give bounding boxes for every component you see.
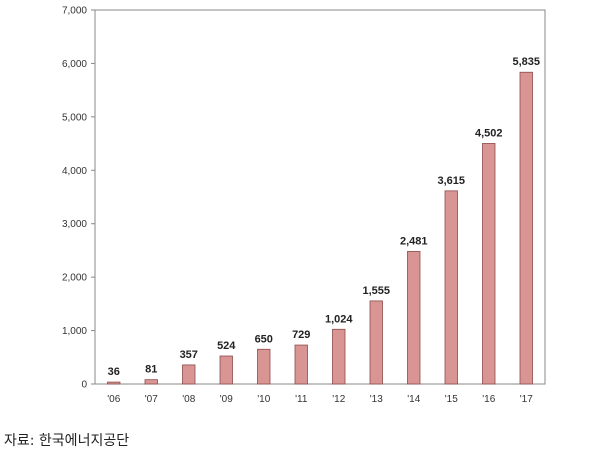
x-tick-label: '11 bbox=[295, 394, 308, 405]
bar bbox=[444, 190, 458, 385]
bar bbox=[107, 381, 121, 385]
x-tick-label: '10 bbox=[257, 394, 270, 405]
data-label: 650 bbox=[255, 333, 273, 345]
data-label: 1,555 bbox=[362, 285, 390, 297]
data-label: 729 bbox=[292, 329, 310, 341]
x-tick-label: '16 bbox=[482, 394, 495, 405]
data-label: 357 bbox=[180, 349, 198, 361]
bar bbox=[294, 344, 308, 385]
bar bbox=[369, 300, 383, 385]
x-tick-label: '07 bbox=[145, 394, 158, 405]
bar bbox=[219, 355, 233, 385]
bar bbox=[182, 364, 196, 385]
source-note: 자료: 한국에너지공단 bbox=[4, 433, 130, 449]
x-tick-label: '14 bbox=[407, 394, 420, 405]
y-axis: 0 1,000 2,000 3,000 4,000 5,000 6,000 7,000 bbox=[62, 6, 95, 391]
data-label: 1,024 bbox=[325, 313, 353, 325]
y-tick-label: 3,000 bbox=[62, 219, 87, 230]
bar bbox=[482, 143, 496, 385]
data-label: 524 bbox=[217, 340, 236, 352]
x-tick-label: '15 bbox=[445, 394, 458, 405]
data-label: 2,481 bbox=[400, 235, 428, 247]
y-tick-label: 0 bbox=[81, 380, 87, 391]
x-tick-label: '13 bbox=[370, 394, 383, 405]
bar bbox=[144, 379, 158, 385]
y-tick-label: 4,000 bbox=[62, 166, 87, 177]
plot-area bbox=[94, 9, 546, 385]
data-label: 81 bbox=[145, 364, 157, 376]
bar-chart: 0 1,000 2,000 3,000 4,000 5,000 6,000 7,000 36 8… bbox=[62, 6, 546, 405]
data-label: 36 bbox=[108, 366, 120, 378]
x-tick-label: '08 bbox=[182, 394, 195, 405]
data-label: 3,615 bbox=[437, 175, 465, 187]
x-tick-label: '12 bbox=[332, 394, 345, 405]
bar bbox=[519, 71, 533, 385]
y-tick-label: 7,000 bbox=[62, 6, 87, 17]
y-tick-label: 5,000 bbox=[62, 112, 87, 123]
x-tick-label: '17 bbox=[520, 394, 533, 405]
bar bbox=[407, 251, 421, 385]
bars: 36 81 357 524 650 729 1,024 1,555 2,481 3,615 4,50… bbox=[107, 56, 540, 385]
data-label: 5,835 bbox=[512, 56, 540, 68]
bar bbox=[332, 328, 346, 385]
y-tick-label: 6,000 bbox=[62, 59, 87, 70]
data-label: 4,502 bbox=[475, 127, 503, 139]
bar bbox=[257, 348, 271, 385]
x-tick-label: '09 bbox=[220, 394, 233, 405]
y-tick-label: 2,000 bbox=[62, 273, 87, 284]
x-tick-label: '06 bbox=[107, 394, 120, 405]
y-tick-label: 1,000 bbox=[62, 326, 87, 337]
x-axis: '06 '07 '08 '09 '10 '11 '12 '13 '14 '15 '16 '17 bbox=[107, 394, 533, 405]
